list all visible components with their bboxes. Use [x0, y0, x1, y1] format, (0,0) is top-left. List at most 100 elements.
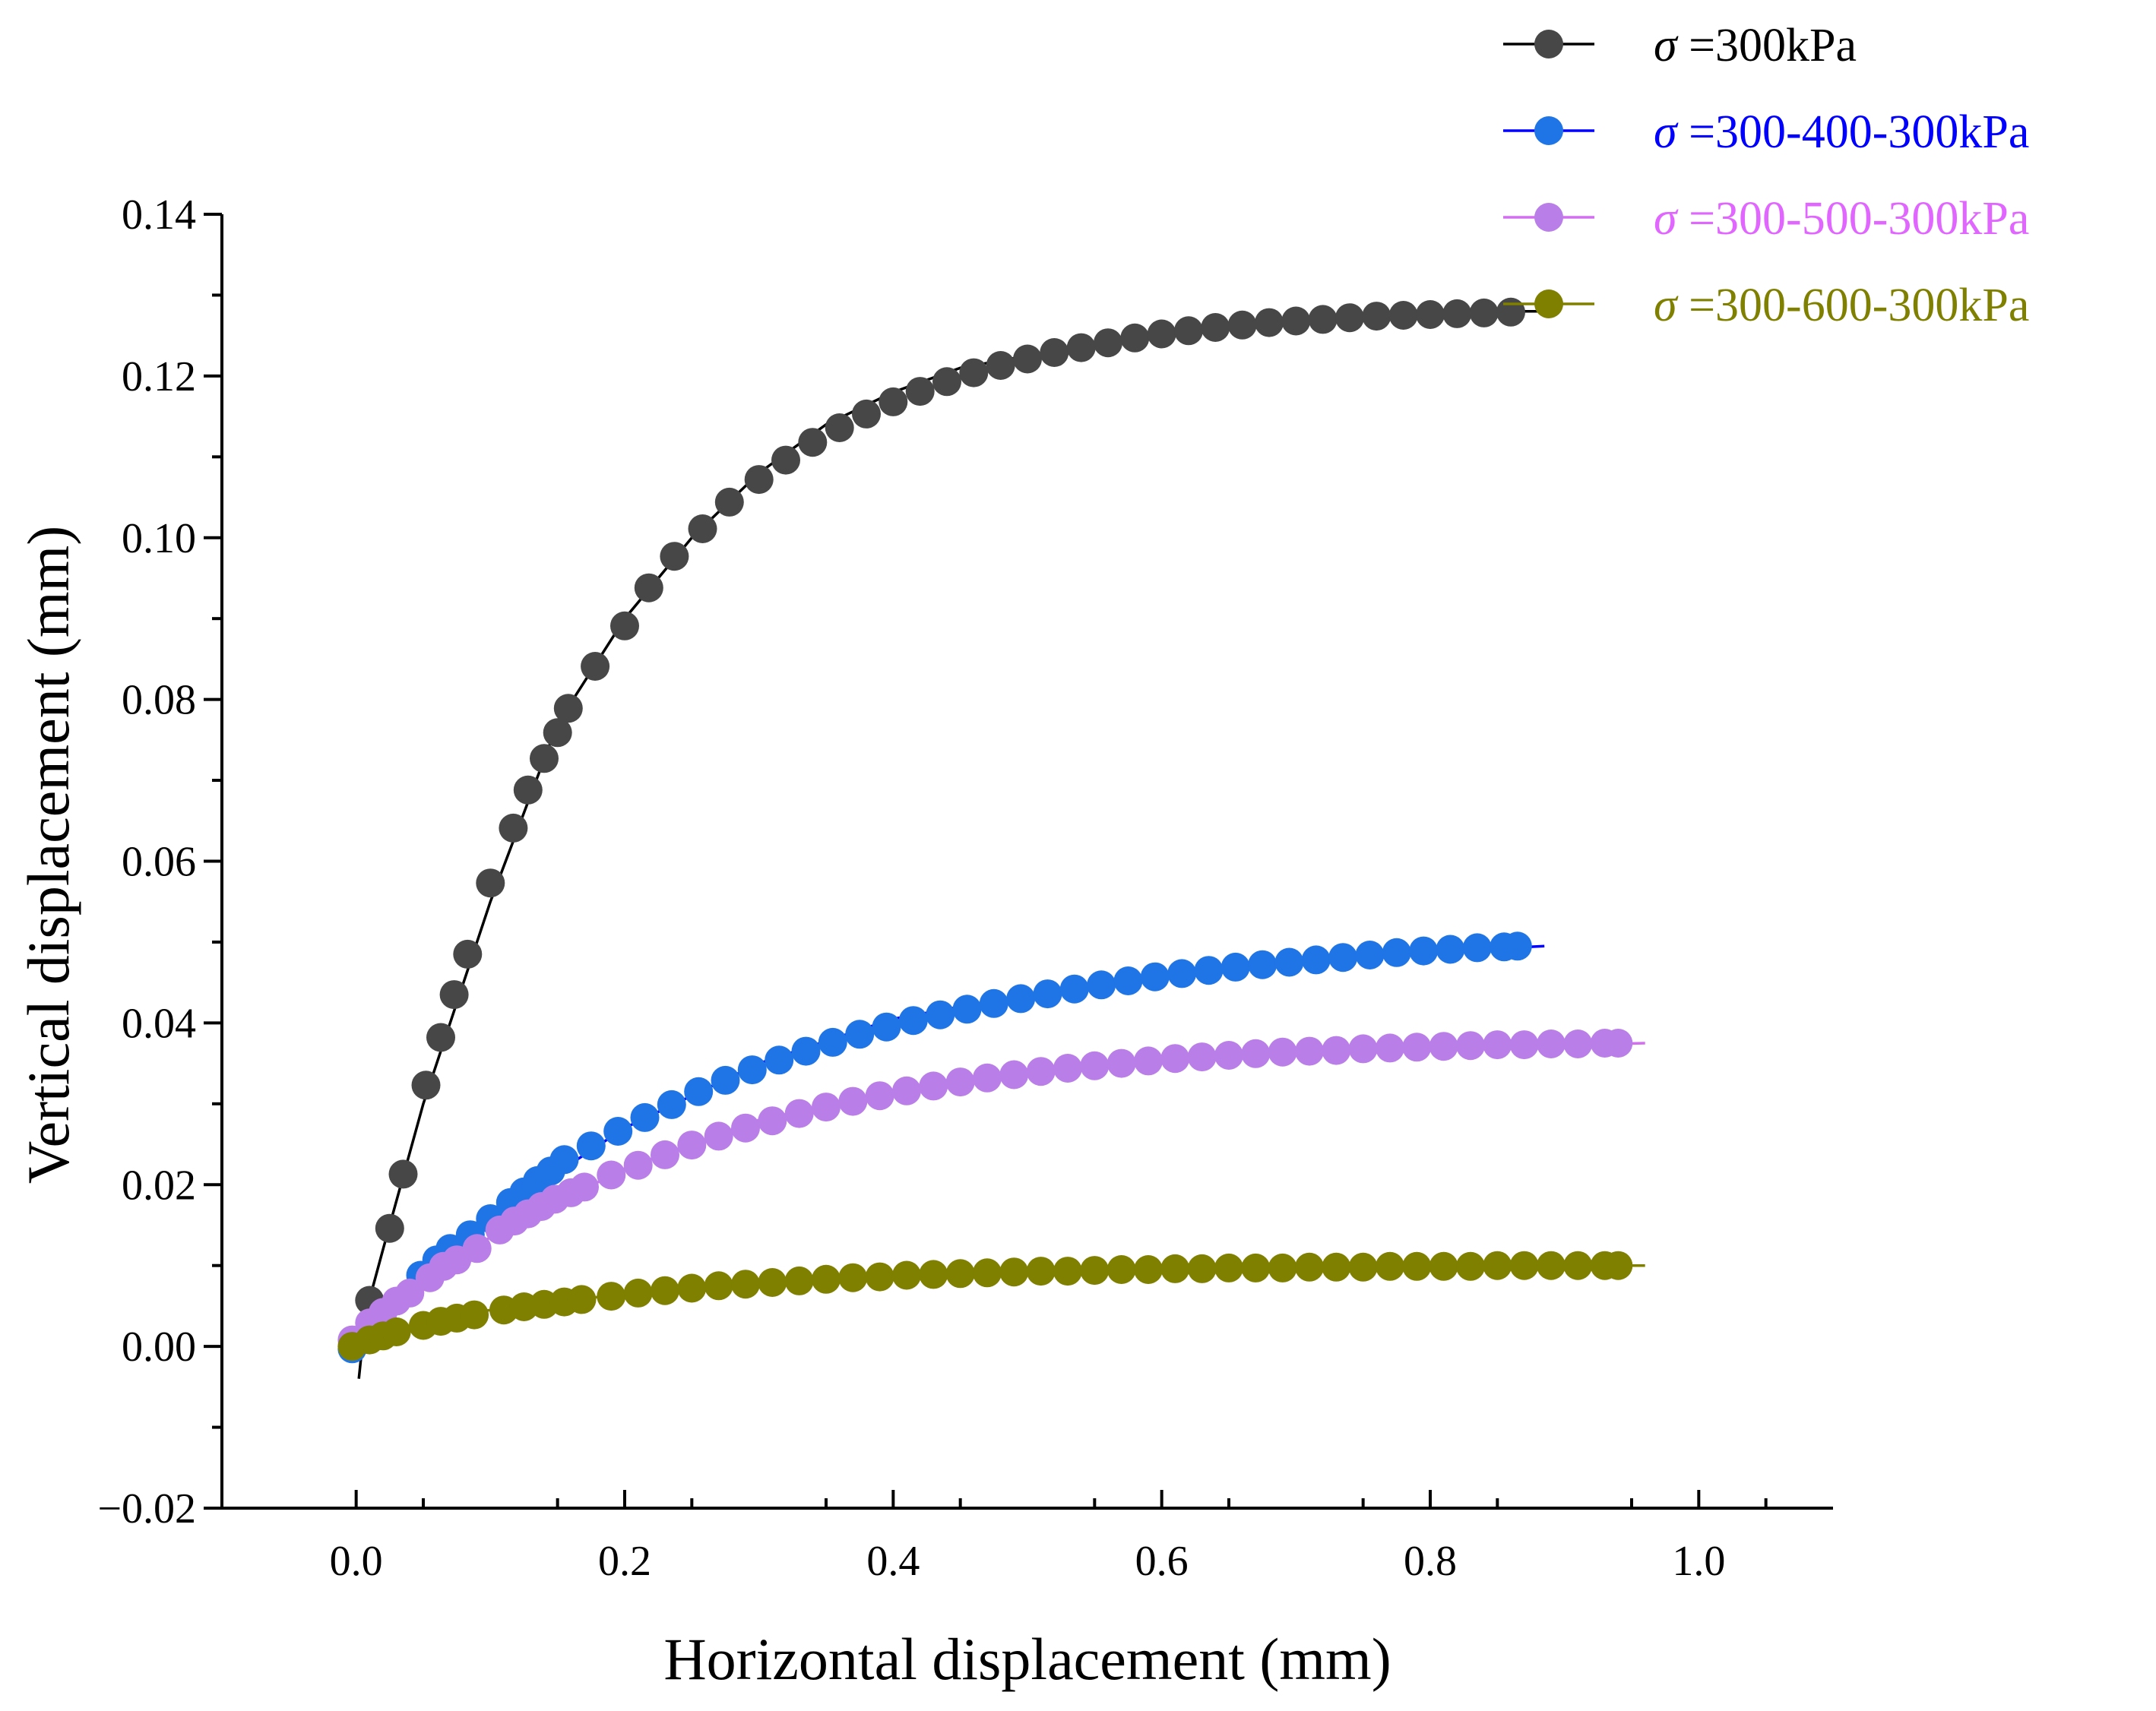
- data-point: [1442, 299, 1472, 328]
- data-point: [1509, 1030, 1539, 1060]
- data-point: [1087, 970, 1116, 1000]
- data-point: [1241, 1039, 1271, 1068]
- legend-sigma: σ: [1654, 106, 1679, 158]
- data-point: [1053, 1257, 1082, 1286]
- data-point: [1355, 941, 1385, 969]
- x-tick-label: 0.2: [598, 1538, 651, 1585]
- data-point: [630, 1102, 660, 1132]
- data-point: [1348, 1034, 1378, 1064]
- data-point: [395, 1278, 425, 1308]
- data-point: [1322, 1252, 1351, 1282]
- data-point: [1140, 962, 1170, 991]
- y-tick-label: 0.00: [122, 1324, 196, 1371]
- data-point: [453, 939, 483, 969]
- data-point: [597, 1160, 626, 1190]
- data-point: [784, 1266, 814, 1295]
- data-point: [411, 1071, 441, 1100]
- series-layer: [337, 297, 1645, 1379]
- data-point: [1328, 943, 1358, 973]
- data-point: [1496, 297, 1525, 327]
- y-axis-title: Vertical displacement (mm): [15, 526, 81, 1184]
- data-point: [581, 652, 610, 681]
- data-point: [1033, 979, 1062, 1009]
- data-point: [1409, 936, 1439, 966]
- data-point: [765, 1045, 794, 1075]
- legend-sigma: σ: [1654, 193, 1679, 245]
- data-point: [1322, 1036, 1351, 1065]
- data-point: [1268, 1037, 1297, 1067]
- legend-item-2: σ =300-400-300kPa: [1503, 106, 2029, 158]
- legend-item-1: σ =300kPa: [1503, 20, 1857, 71]
- data-point: [1026, 1257, 1056, 1286]
- data-point: [1187, 1042, 1217, 1072]
- data-point: [898, 1006, 928, 1036]
- x-tick-label: 0.6: [1135, 1538, 1189, 1585]
- data-point: [610, 611, 639, 640]
- data-point: [731, 1270, 760, 1299]
- data-point: [932, 367, 961, 397]
- legend-item-4: σ =300-600-300kPa: [1503, 280, 2029, 331]
- data-point: [1113, 966, 1143, 995]
- data-point: [845, 1020, 875, 1049]
- data-point: [714, 487, 744, 517]
- data-point: [872, 1012, 901, 1042]
- y-tick-label: 0.04: [122, 1000, 196, 1047]
- y-tick-label: 0.06: [122, 839, 196, 886]
- data-point: [1376, 1033, 1404, 1063]
- data-point: [576, 1131, 606, 1161]
- data-point: [838, 1263, 868, 1292]
- legend-label-text: =300-400-300kPa: [1677, 106, 2030, 158]
- data-point: [973, 1063, 1002, 1093]
- data-point: [651, 1140, 679, 1169]
- legend-item-3: σ =300-500-300kPa: [1503, 193, 2029, 245]
- data-point: [1295, 1252, 1324, 1282]
- data-point: [1563, 1029, 1593, 1058]
- data-point: [634, 573, 663, 602]
- data-point: [688, 514, 717, 543]
- data-point: [704, 1271, 733, 1301]
- data-point: [1429, 1032, 1458, 1061]
- data-point: [952, 995, 982, 1024]
- data-point: [979, 988, 1008, 1018]
- data-point: [1241, 1253, 1271, 1282]
- data-point: [838, 1086, 868, 1116]
- data-point: [603, 1117, 633, 1146]
- legend-label: σ =300-600-300kPa: [1654, 280, 2029, 331]
- legend-label: σ =300-500-300kPa: [1654, 193, 2029, 245]
- data-point: [677, 1273, 707, 1303]
- data-point: [1080, 1051, 1110, 1080]
- data-point: [812, 1093, 841, 1122]
- data-point: [1308, 305, 1338, 334]
- data-point: [1456, 1031, 1485, 1061]
- series-2: [337, 931, 1545, 1364]
- data-point: [1106, 1048, 1136, 1078]
- legend-sigma: σ: [1654, 280, 1679, 331]
- data-point: [1174, 316, 1203, 346]
- data-point: [1483, 1251, 1512, 1280]
- data-point: [1281, 306, 1311, 336]
- data-point: [513, 775, 543, 805]
- legend-label: σ =300-400-300kPa: [1654, 106, 2029, 158]
- legend-sigma: σ: [1654, 20, 1679, 71]
- data-point: [1201, 313, 1230, 342]
- data-point: [1509, 1251, 1539, 1280]
- data-point: [959, 358, 989, 387]
- data-point: [530, 744, 559, 773]
- axes: −0.02 0.00 0.02 0.04 0.06 0.08 0.10 0.12 0.14 0.0…: [97, 191, 1833, 1585]
- data-point: [1502, 931, 1532, 961]
- series-3: [337, 1029, 1645, 1355]
- data-point: [1053, 1054, 1082, 1083]
- data-point: [999, 1257, 1029, 1287]
- legend-marker: [1534, 116, 1563, 145]
- y-tick-label: −0.02: [97, 1485, 196, 1532]
- data-point: [657, 1090, 686, 1119]
- data-point: [1604, 1029, 1633, 1058]
- data-point: [1376, 1251, 1404, 1281]
- data-point: [1214, 1253, 1243, 1282]
- data-point: [1214, 1041, 1243, 1070]
- y-tick-label: 0.12: [122, 353, 196, 400]
- data-point: [460, 1300, 489, 1330]
- data-point: [926, 1000, 955, 1029]
